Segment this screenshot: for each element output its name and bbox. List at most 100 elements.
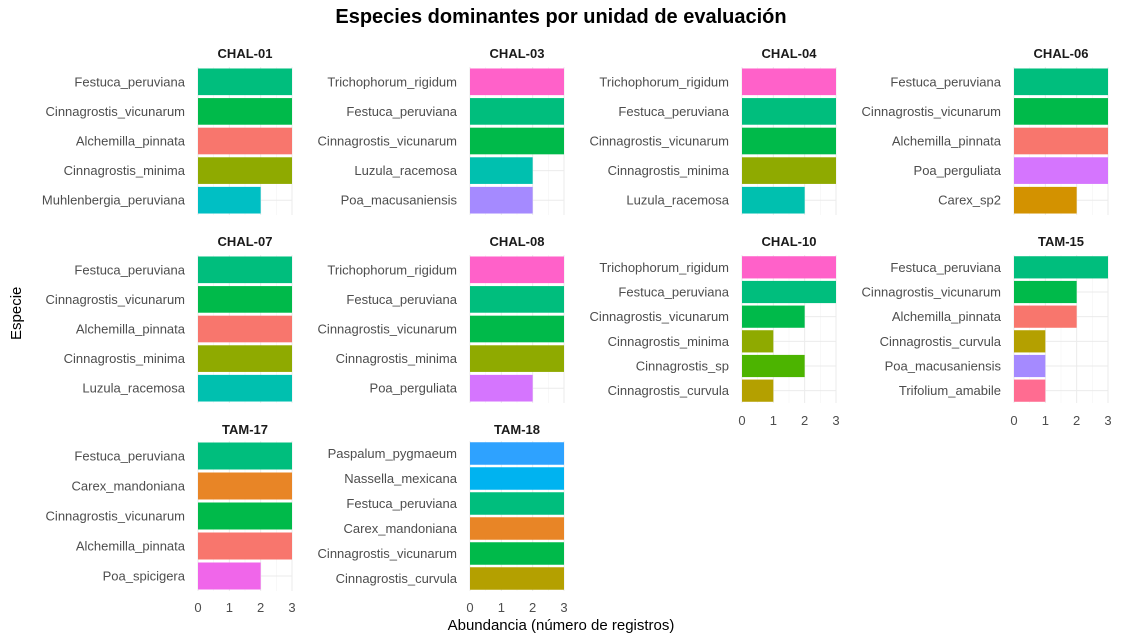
bar-cinnagrostis-sp	[742, 354, 805, 378]
facet-panel-tam-15: TAM-15 Festuca_peruviana Cinnagrostis_vicu…	[862, 234, 1112, 428]
bar-cinnagrostis-vicunarum	[1014, 98, 1108, 125]
bar-poa-perguliata	[470, 374, 533, 402]
x-tick-label: 1	[226, 600, 233, 615]
x-tick-label: 0	[738, 413, 745, 428]
x-tick-label: 2	[801, 413, 808, 428]
category-label: Poa_macusaniensis	[341, 193, 458, 208]
category-label: Trifolium_amabile	[899, 383, 1001, 398]
facet-panel-tam-18: TAM-18 Paspalum_pygmaeum Nassella_mexicana…	[318, 422, 568, 615]
bar-festuca-peruviana	[742, 280, 836, 304]
bar-luzula-racemosa	[470, 157, 533, 184]
facet-panel-chal-06: CHAL-06 Festuca_peruviana Cinnagrostis_vic…	[862, 46, 1109, 215]
bar-alchemilla-pinnata	[198, 315, 292, 343]
bar-cinnagrostis-minima	[742, 330, 774, 353]
category-label: Festuca_peruviana	[890, 74, 1001, 89]
category-label: Trichophorum_rigidum	[599, 74, 729, 89]
x-tick-label: 2	[1073, 413, 1080, 428]
bar-cinnagrostis-vicunarum	[198, 502, 292, 530]
category-label: Festuca_peruviana	[74, 262, 185, 277]
category-label: Carex_mandoniana	[72, 479, 186, 494]
bar-festuca-peruviana	[470, 98, 564, 125]
x-tick-label: 3	[560, 600, 567, 615]
bar-cinnagrostis-minima	[198, 345, 292, 372]
category-label: Alchemilla_pinnata	[76, 322, 186, 337]
facet-strip-label: CHAL-10	[762, 234, 817, 249]
bar-festuca-peruviana	[1014, 68, 1108, 96]
facet-panel-chal-03: CHAL-03 Trichophorum_rigidum Festuca_peruv…	[318, 46, 565, 215]
category-label: Cinnagrostis_curvula	[336, 571, 458, 586]
category-label: Alchemilla_pinnata	[892, 134, 1002, 149]
category-label: Cinnagrostis_vicunarum	[46, 509, 185, 524]
bar-alchemilla-pinnata	[198, 127, 292, 155]
bar-muhlenbergia-peruviana	[198, 186, 261, 214]
facet-strip-label: CHAL-01	[218, 46, 273, 61]
category-label: Nassella_mexicana	[344, 471, 457, 486]
x-tick-label: 1	[1042, 413, 1049, 428]
x-tick-label: 1	[498, 600, 505, 615]
category-label: Cinnagrostis_vicunarum	[318, 322, 457, 337]
category-label: Cinnagrostis_vicunarum	[46, 104, 185, 119]
x-tick-label: 2	[529, 600, 536, 615]
bar-poa-perguliata	[1014, 157, 1108, 184]
bar-cinnagrostis-minima	[742, 157, 836, 184]
facet-strip-label: TAM-17	[222, 422, 268, 437]
bar-cinnagrostis-vicunarum	[470, 542, 564, 565]
x-tick-label: 3	[1104, 413, 1111, 428]
category-label: Festuca_peruviana	[74, 449, 185, 464]
category-label: Cinnagrostis_vicunarum	[862, 104, 1001, 119]
bar-alchemilla-pinnata	[1014, 127, 1108, 155]
bar-cinnagrostis-curvula	[1014, 330, 1046, 353]
x-tick-label: 0	[466, 600, 473, 615]
category-label: Luzula_racemosa	[354, 163, 457, 178]
chart-title: Especies dominantes por unidad de evalua…	[335, 6, 787, 28]
bar-trifolium-amabile	[1014, 379, 1046, 402]
category-label: Cinnagrostis_vicunarum	[46, 292, 185, 307]
category-label: Carex_sp2	[938, 193, 1001, 208]
facet-strip-label: CHAL-03	[490, 46, 545, 61]
facet-panel-chal-01: CHAL-01 Festuca_peruviana Cinnagrostis_vic…	[42, 46, 293, 215]
facet-panel-tam-17: TAM-17 Festuca_peruviana Carex_mandoniana C…	[46, 422, 296, 615]
category-label: Cinnagrostis_sp	[636, 359, 729, 374]
bar-trichophorum-rigidum	[470, 68, 564, 96]
category-label: Cinnagrostis_minima	[336, 351, 458, 366]
bar-alchemilla-pinnata	[1014, 305, 1077, 328]
bar-cinnagrostis-vicunarum	[198, 98, 292, 125]
bar-carex-mandoniana	[198, 472, 292, 500]
bar-poa-spicigera	[198, 562, 261, 590]
category-label: Festuca_peruviana	[346, 292, 457, 307]
x-tick-label: 0	[1010, 413, 1017, 428]
x-tick-label: 3	[832, 413, 839, 428]
category-label: Cinnagrostis_minima	[608, 163, 730, 178]
facet-panel-chal-07: CHAL-07 Festuca_peruviana Cinnagrostis_vic…	[46, 234, 293, 403]
bar-cinnagrostis-curvula	[470, 567, 564, 590]
category-label: Trichophorum_rigidum	[327, 262, 457, 277]
bar-cinnagrostis-vicunarum	[470, 315, 564, 343]
bar-festuca-peruviana	[470, 286, 564, 313]
bar-poa-macusaniensis	[1014, 354, 1046, 378]
category-label: Festuca_peruviana	[618, 104, 729, 119]
facet-strip-label: TAM-18	[494, 422, 540, 437]
category-label: Paspalum_pygmaeum	[328, 446, 457, 461]
category-label: Cinnagrostis_minima	[64, 163, 186, 178]
category-label: Muhlenbergia_peruviana	[42, 193, 186, 208]
facet-strip-label: CHAL-08	[490, 234, 545, 249]
category-label: Luzula_racemosa	[82, 381, 185, 396]
category-label: Poa_spicigera	[103, 569, 186, 584]
category-label: Trichophorum_rigidum	[599, 260, 729, 275]
category-label: Alchemilla_pinnata	[892, 309, 1002, 324]
facet-strip-label: TAM-15	[1038, 234, 1084, 249]
facet-strip-label: CHAL-06	[1034, 46, 1089, 61]
category-label: Festuca_peruviana	[890, 260, 1001, 275]
category-label: Cinnagrostis_vicunarum	[590, 309, 729, 324]
bar-cinnagrostis-minima	[198, 157, 292, 184]
bar-carex-sp2	[1014, 186, 1077, 214]
x-axis-label: Abundancia (número de registros)	[447, 617, 675, 634]
bar-cinnagrostis-vicunarum	[742, 127, 836, 155]
bar-festuca-peruviana	[470, 492, 564, 515]
category-label: Cinnagrostis_vicunarum	[590, 134, 729, 149]
bar-alchemilla-pinnata	[198, 532, 292, 560]
facet-strip-label: CHAL-07	[218, 234, 273, 249]
category-label: Cinnagrostis_vicunarum	[318, 134, 457, 149]
bar-poa-macusaniensis	[470, 186, 533, 214]
category-label: Cinnagrostis_minima	[608, 334, 730, 349]
